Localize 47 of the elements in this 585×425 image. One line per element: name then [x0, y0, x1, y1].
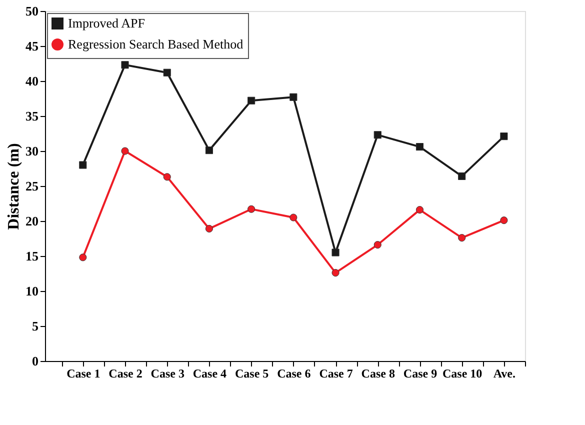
legend-label: Regression Search Based Method — [68, 36, 244, 52]
point — [79, 254, 87, 262]
x-tick-label: Case 9 — [403, 366, 438, 380]
legend-label: Improved APF — [68, 16, 145, 30]
x-tick-label: Case 1 — [66, 366, 100, 380]
point — [121, 147, 129, 155]
point — [458, 234, 466, 242]
y-axis-title: Distance (m) — [6, 143, 22, 230]
y-tick-label: 0 — [32, 354, 38, 368]
point — [205, 146, 213, 154]
y-tick-label: 45 — [26, 38, 39, 54]
x-tick-label: Case 8 — [361, 366, 395, 380]
y-tick-label: 40 — [26, 74, 38, 88]
point — [500, 132, 508, 140]
point — [458, 172, 466, 180]
y-tick-label: 10 — [26, 284, 38, 298]
point — [205, 224, 213, 232]
x-tick-label: Case 4 — [192, 366, 227, 380]
point — [248, 205, 256, 213]
point — [163, 68, 171, 76]
point — [374, 241, 382, 249]
x-tick-label: Case 2 — [108, 366, 142, 380]
point — [332, 248, 340, 256]
x-tick-label: Case 3 — [150, 366, 184, 380]
y-tick-label: 25 — [26, 178, 39, 194]
point — [290, 93, 298, 101]
y-tick-label: 15 — [26, 248, 39, 264]
point — [416, 206, 424, 214]
point — [121, 61, 129, 69]
point — [500, 216, 508, 224]
point — [163, 173, 171, 181]
y-tick-label: 35 — [26, 108, 39, 124]
y-tick-label: 50 — [26, 4, 38, 18]
x-tick-label: Case 7 — [319, 366, 353, 380]
y-tick-label: 5 — [32, 318, 39, 334]
y-tick-label: 30 — [26, 144, 38, 158]
y-tick-label: 20 — [26, 214, 38, 228]
point — [416, 143, 424, 151]
point — [332, 269, 340, 277]
x-tick-label: Case 6 — [277, 366, 311, 380]
point — [248, 96, 256, 104]
point — [79, 161, 87, 169]
x-tick-label: Case 5 — [234, 366, 269, 380]
x-tick-label: Ave. — [493, 366, 516, 380]
point — [374, 131, 382, 139]
x-tick-label: Case 10 — [442, 366, 482, 380]
point — [290, 214, 298, 222]
